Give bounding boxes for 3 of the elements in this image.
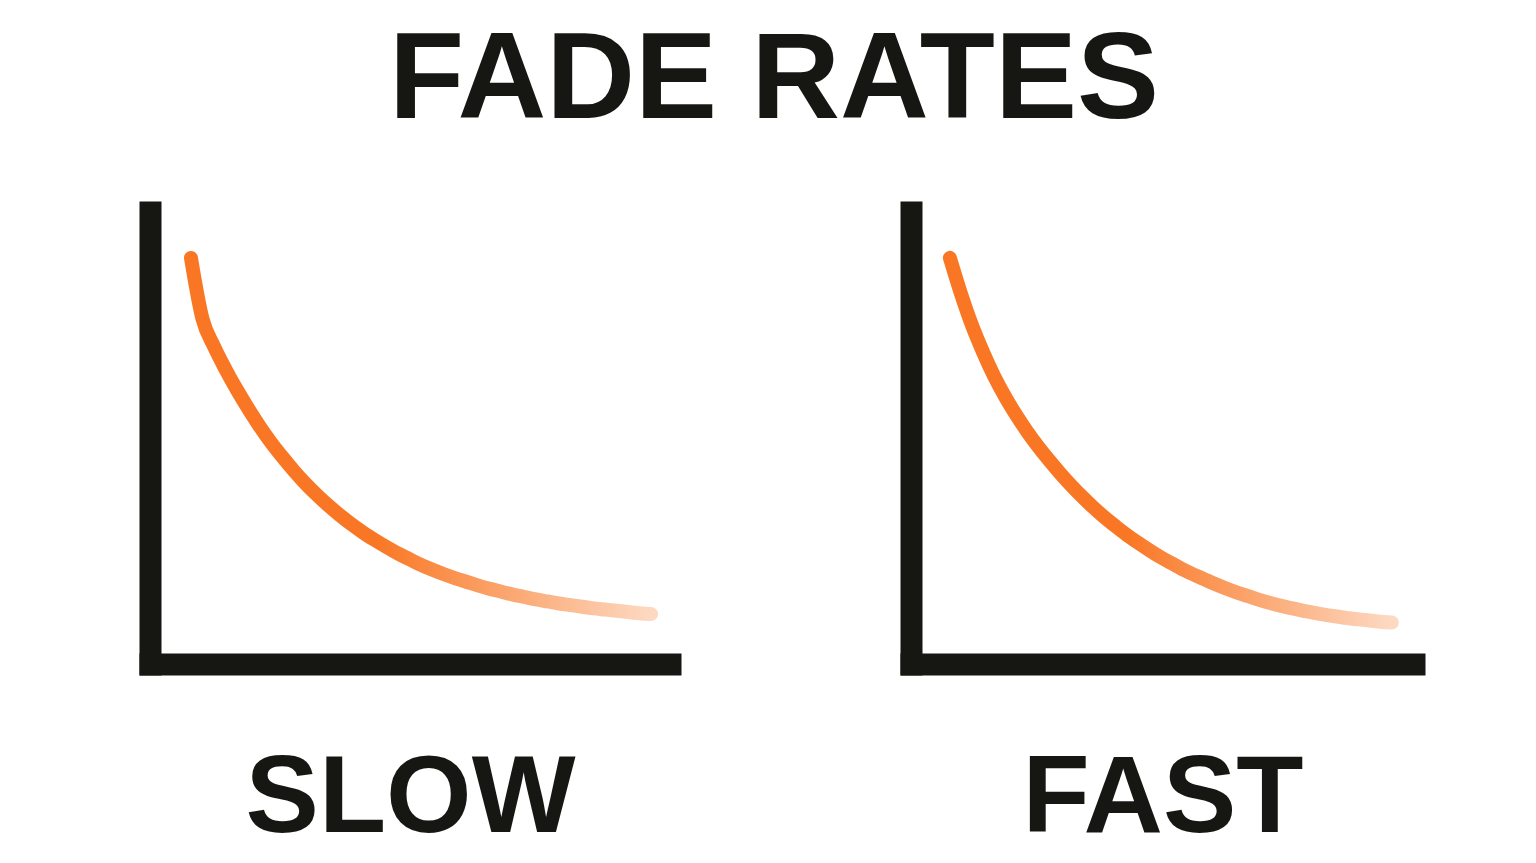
x-axis-title: SLOW xyxy=(245,731,576,855)
x-axis-title: FAST xyxy=(1022,731,1304,855)
chart-title: FADE RATES xyxy=(389,7,1159,144)
